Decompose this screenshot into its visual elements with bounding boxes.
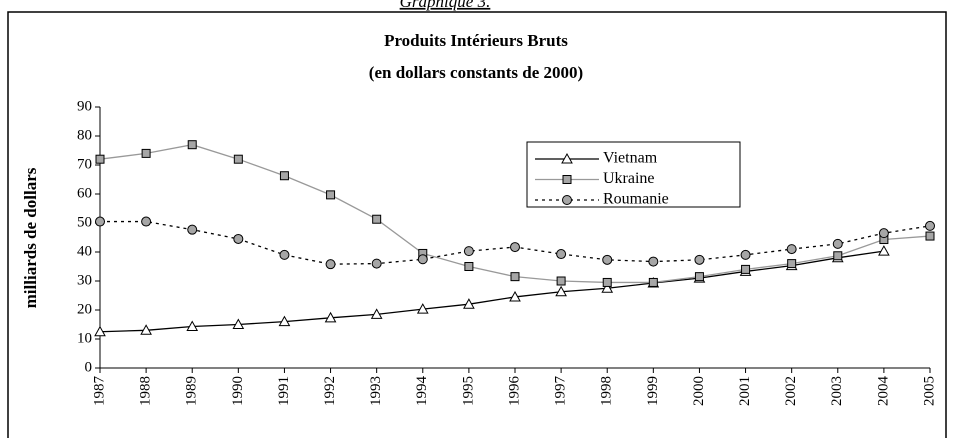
x-tick-label: 2002: [783, 376, 799, 406]
marker: [878, 228, 889, 239]
x-tick-label: 1999: [645, 376, 661, 406]
marker: [187, 224, 198, 235]
legend-label: Ukraine: [603, 170, 655, 187]
marker: [187, 140, 197, 150]
marker: [140, 324, 152, 335]
marker: [94, 325, 106, 337]
marker: [463, 246, 474, 257]
chart-subtitle: (en dollars constants de 2000): [369, 63, 583, 82]
y-tick-label: 30: [77, 272, 92, 288]
marker: [562, 195, 572, 205]
y-tick-label: 60: [77, 185, 92, 201]
marker: [510, 242, 520, 253]
x-tick-label: 1993: [368, 376, 384, 406]
marker: [417, 254, 428, 265]
y-tick-label: 70: [77, 156, 92, 172]
chart-title: Produits Intérieurs Bruts: [384, 31, 568, 50]
marker: [95, 216, 105, 227]
x-tick-label: 2001: [737, 376, 753, 406]
marker: [833, 251, 843, 261]
marker: [141, 216, 152, 227]
y-tick-label: 0: [85, 359, 93, 375]
x-tick-label: 1992: [322, 376, 338, 406]
marker: [601, 282, 614, 293]
marker: [370, 308, 383, 319]
marker: [694, 272, 704, 282]
legend-box: [526, 141, 741, 208]
marker: [95, 154, 105, 164]
marker: [787, 259, 797, 269]
x-tick-label: 2005: [921, 376, 937, 406]
marker: [556, 276, 566, 286]
marker: [510, 272, 520, 282]
legend-label: Roumanie: [603, 191, 669, 208]
marker: [372, 214, 382, 224]
marker: [832, 238, 843, 249]
y-tick-label: 10: [77, 330, 92, 346]
marker: [141, 148, 151, 158]
marker: [279, 171, 289, 181]
marker: [232, 318, 245, 329]
marker: [740, 249, 751, 260]
marker: [694, 254, 705, 265]
series-line: [99, 250, 884, 333]
y-tick-label: 50: [77, 214, 92, 230]
marker: [509, 290, 521, 302]
marker: [555, 285, 567, 297]
x-tick-label: 1991: [276, 376, 292, 406]
marker: [925, 220, 935, 231]
marker: [786, 244, 797, 255]
marker: [233, 154, 243, 164]
legend: Vietnam Ukraine Roumanie: [526, 141, 741, 208]
marker: [324, 311, 337, 323]
x-tick-label: 1998: [599, 376, 615, 406]
marker: [925, 231, 935, 241]
marker: [326, 190, 336, 200]
marker: [325, 259, 336, 270]
x-tick-label: 1988: [138, 376, 154, 406]
marker: [741, 264, 751, 274]
x-tick-label: 1994: [414, 376, 430, 407]
marker: [463, 298, 475, 309]
marker: [561, 152, 573, 164]
caption: Graphique 3.: [400, 0, 491, 11]
x-tick-label: 1990: [230, 376, 246, 406]
x-tick-label: 2000: [691, 376, 707, 406]
y-tick-label: 20: [77, 301, 92, 317]
x-tick-label: 1996: [506, 376, 522, 407]
marker: [556, 249, 567, 260]
y-tick-label: 40: [77, 243, 92, 259]
y-tick-label: 80: [77, 127, 92, 143]
x-tick-label: 2003: [829, 376, 845, 406]
marker: [278, 315, 291, 327]
marker: [371, 258, 382, 269]
series-line: [99, 144, 931, 284]
marker: [464, 262, 474, 271]
marker: [279, 249, 290, 260]
marker: [648, 256, 659, 267]
x-tick-label: 2004: [875, 376, 891, 407]
x-tick-label: 1987: [91, 376, 107, 407]
chart-frame: [7, 11, 947, 438]
legend-label: Vietnam: [603, 150, 658, 167]
marker: [416, 303, 429, 314]
x-tick-label: 1997: [553, 376, 569, 407]
marker: [878, 245, 890, 256]
y-axis-label: milliards de dollars: [21, 167, 40, 308]
marker: [186, 320, 199, 332]
y-tick-label: 90: [77, 98, 92, 114]
marker: [602, 254, 613, 265]
marker: [602, 277, 612, 287]
x-tick-label: 1989: [184, 376, 200, 406]
marker: [562, 175, 572, 184]
x-tick-label: 1995: [460, 376, 476, 406]
marker: [648, 277, 658, 287]
marker: [233, 233, 244, 244]
